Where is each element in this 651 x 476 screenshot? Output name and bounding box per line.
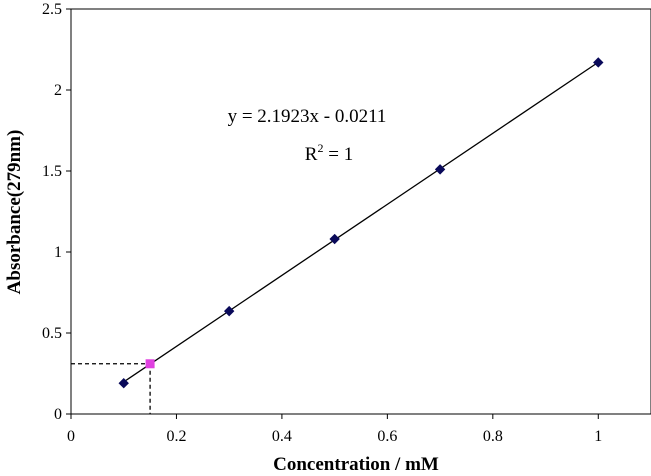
- y-tick-label: 0: [54, 406, 62, 423]
- y-axis-ticks: 0 0.5 1 1.5 2 2.5: [42, 1, 71, 423]
- x-axis-title: Concentration / mM: [273, 454, 439, 475]
- reference-lines: [71, 363, 151, 414]
- data-point-diamond: [223, 305, 235, 317]
- r-squared-label: R2 = 1: [305, 141, 353, 165]
- y-tick-label: 0.5: [42, 325, 62, 342]
- y-tick-label: 2: [54, 82, 62, 99]
- plot-area: [70, 8, 651, 415]
- x-tick-label: 0.6: [377, 428, 397, 445]
- y-tick-label: 2.5: [42, 1, 62, 18]
- data-point-diamond: [593, 57, 604, 68]
- data-point-diamond: [329, 233, 340, 245]
- x-tick-label: 0: [67, 428, 75, 445]
- equation-label: y = 2.1923x - 0.0211: [228, 106, 387, 127]
- data-points: [118, 57, 604, 389]
- r-squared-suffix: = 1: [323, 144, 353, 165]
- sample-point-square: [145, 359, 155, 369]
- r-squared-superscript: 2: [317, 141, 323, 155]
- x-tick-label: 0.8: [483, 428, 503, 445]
- data-point-diamond: [434, 164, 446, 175]
- x-tick-label: 0.2: [166, 428, 186, 445]
- x-tick-label: 0.4: [272, 428, 292, 445]
- r-squared-prefix: R: [305, 144, 318, 165]
- y-axis-title: Absorbance(279nm): [4, 130, 25, 295]
- y-tick-label: 1: [54, 244, 62, 261]
- x-tick-label: 1: [594, 428, 602, 445]
- trendline-path: [123, 61, 599, 383]
- data-point-diamond: [118, 378, 129, 389]
- y-tick-label: 1.5: [42, 163, 62, 180]
- trendline: [123, 61, 599, 383]
- x-axis-ticks: 0 0.2 0.4 0.6 0.8 1: [67, 414, 602, 445]
